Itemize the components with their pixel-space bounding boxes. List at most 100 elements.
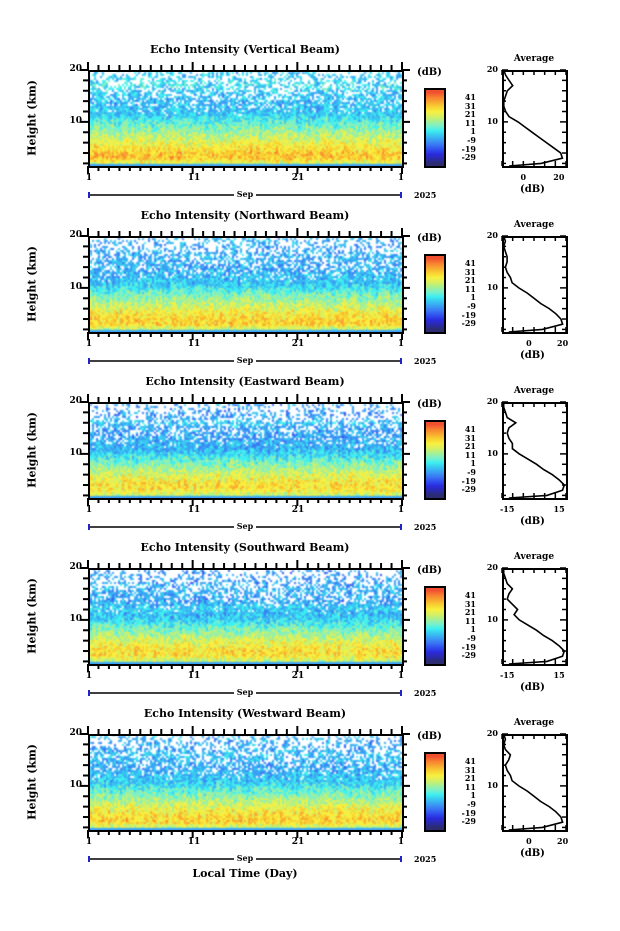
y-axis-label: Height (km): [25, 412, 39, 488]
panel-title: Echo Intensity (Westward Beam): [143, 707, 347, 720]
avg-x-unit: (dB): [520, 848, 545, 859]
average-title: Average: [513, 718, 555, 728]
colorbar: [424, 254, 446, 334]
colorbar: [424, 752, 446, 832]
colorbar-tick-label: 31: [464, 266, 476, 277]
panel-southward: Echo Intensity (Southward Beam) Height (…: [0, 541, 620, 734]
plot-ticks: [80, 726, 410, 838]
x-tick-label: 21: [291, 339, 305, 349]
avg-x-tick-label: 0: [526, 836, 532, 846]
y-axis-label: Height (km): [25, 744, 39, 820]
colorbar-tick-label: -29: [461, 816, 476, 827]
y-tick-label: 10: [69, 780, 82, 790]
colorbar-gradient: [426, 422, 444, 498]
panel-westward: Echo Intensity (Westward Beam) Height (k…: [0, 707, 620, 900]
colorbar-tick-label: 11: [464, 283, 476, 294]
average-profile-line: [502, 733, 564, 831]
panel-title: Echo Intensity (Vertical Beam): [149, 43, 341, 56]
avg-x-unit: (dB): [520, 516, 545, 527]
colorbar-tick-label: -19: [461, 309, 476, 320]
month-label: Sep: [88, 521, 402, 531]
plot-ticks: [80, 228, 410, 340]
avg-y-tick-label: 10: [486, 780, 498, 790]
x-tick-label: 1: [397, 837, 405, 847]
y-tick-label: 10: [69, 282, 82, 292]
avg-y-tick-label: 10: [486, 116, 498, 126]
plot-ticks: [80, 62, 410, 174]
avg-x-tick-label: -15: [499, 670, 515, 680]
month-label: Sep: [88, 189, 402, 199]
x-tick-label: 1: [85, 339, 93, 349]
colorbar-gradient: [426, 256, 444, 332]
x-axis-title: Local Time (Day): [192, 867, 298, 880]
month-label: Sep: [88, 355, 402, 365]
colorbar-tick-label: 41: [464, 590, 476, 600]
heatmap-plot: [80, 726, 410, 838]
colorbar-tick-label: -9: [467, 799, 476, 809]
avg-frame: [502, 70, 568, 168]
average-profile-line: [502, 69, 564, 167]
colorbar-tick-label: -9: [467, 633, 476, 643]
avg-y-tick-label: 20: [486, 396, 498, 406]
colorbar: [424, 88, 446, 168]
avg-x-tick-label: 20: [557, 836, 569, 846]
x-tick-label: 1: [85, 505, 93, 515]
colorbar-tick-label: 21: [464, 607, 476, 618]
x-tick-label: 21: [291, 837, 305, 847]
avg-x-tick-label: 15: [553, 670, 565, 680]
colorbar-tick-label: -29: [461, 484, 476, 495]
avg-frame: [502, 402, 568, 500]
y-tick-label: 10: [69, 448, 82, 458]
colorbar: [424, 586, 446, 666]
colorbar-tick-label: 1: [470, 458, 476, 469]
colorbar-gradient: [426, 588, 444, 664]
avg-y-tick-label: 20: [486, 728, 498, 738]
colorbar-unit: (dB): [417, 731, 442, 742]
colorbar-gradient: [426, 90, 444, 166]
colorbar-tick-label: 21: [464, 441, 476, 452]
x-tick-label: 11: [187, 173, 201, 183]
average-profile-plot: [501, 69, 568, 168]
colorbar-tick-label: 11: [464, 449, 476, 460]
y-tick-label: 20: [69, 230, 82, 240]
avg-y-tick-label: 20: [486, 230, 498, 240]
avg-y-tick-label: 10: [486, 448, 498, 458]
year-label: 2025: [414, 688, 437, 698]
panel-eastward: Echo Intensity (Eastward Beam) Height (k…: [0, 375, 620, 568]
average-profile-plot: [501, 733, 568, 832]
year-label: 2025: [414, 356, 437, 366]
y-tick-label: 10: [69, 116, 82, 126]
colorbar-gradient: [426, 754, 444, 830]
x-tick-label: 1: [85, 173, 93, 183]
x-tick-label: 1: [85, 837, 93, 847]
avg-y-tick-label: 10: [486, 282, 498, 292]
panel-title: Echo Intensity (Eastward Beam): [145, 375, 345, 388]
colorbar-tick-label: -9: [467, 135, 476, 145]
colorbar-tick-label: 21: [464, 109, 476, 120]
colorbar-tick-label: 11: [464, 615, 476, 626]
x-tick-label: 1: [397, 339, 405, 349]
y-tick-label: 20: [69, 64, 82, 74]
x-tick-label: 1: [397, 173, 405, 183]
y-tick-label: 10: [69, 614, 82, 624]
colorbar-tick-label: 31: [464, 432, 476, 443]
colorbar-tick-label: -19: [461, 143, 476, 154]
colorbar-tick-label: 21: [464, 773, 476, 784]
avg-x-unit: (dB): [520, 682, 545, 693]
avg-x-tick-label: 20: [553, 172, 565, 182]
year-label: 2025: [414, 190, 437, 200]
x-tick-label: 1: [397, 505, 405, 515]
avg-x-unit: (dB): [520, 350, 545, 361]
panel-title: Echo Intensity (Southward Beam): [140, 541, 350, 554]
y-axis-label: Height (km): [25, 80, 39, 156]
plot-ticks: [80, 394, 410, 506]
average-title: Average: [513, 220, 555, 230]
colorbar-tick-label: 31: [464, 598, 476, 609]
y-tick-label: 20: [69, 396, 82, 406]
y-axis-label: Height (km): [25, 246, 39, 322]
average-title: Average: [513, 386, 555, 396]
avg-y-tick-label: 20: [486, 64, 498, 74]
heatmap-plot: [80, 394, 410, 506]
colorbar-tick-label: -19: [461, 475, 476, 486]
avg-x-tick-label: 20: [557, 338, 569, 348]
